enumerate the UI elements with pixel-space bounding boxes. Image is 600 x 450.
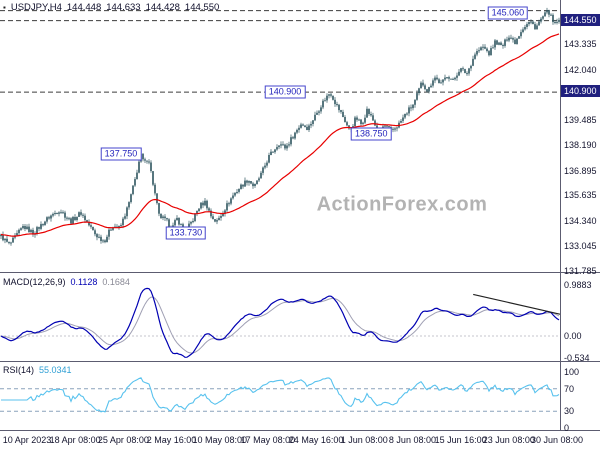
rsi-level-lines (0, 388, 560, 412)
macd-signal-value: 0.1684 (102, 277, 130, 287)
price-tick-label: 136.895 (564, 165, 597, 176)
macd-name: MACD(12,26,9) (3, 277, 66, 287)
symbol-label: USDJPY,H4 (10, 2, 62, 13)
chart-title: ▪ USDJPY,H4 144.448 144.633 144.428 144.… (3, 2, 219, 13)
price-tick-label: 142.040 (564, 64, 597, 75)
rsi-indicator-label: RSI(14) 55.0341 (3, 365, 72, 375)
macd-axis-label: 0.9883 (564, 279, 592, 290)
ohlc-low: 144.428 (145, 2, 180, 13)
rsi-axis-label: 70 (564, 383, 575, 394)
macd-trendline[interactable] (473, 293, 560, 315)
price-axis[interactable]: 143.335 142.040 139.485 138.190 136.895 135.6… (561, 0, 600, 433)
macd-value: 0.1128 (70, 277, 98, 287)
time-label: 1 Jun 08:00 (340, 435, 388, 445)
time-label: 24 May 16:00 (288, 435, 344, 445)
time-label: 23 Jun 08:00 (482, 435, 535, 445)
ma-line (0, 33, 560, 237)
watermark: ActionForex.com (316, 193, 488, 216)
time-label: 25 Apr 08:00 (97, 435, 149, 445)
rsi-axis-label: 0 (564, 423, 570, 433)
price-tick-label: 131.785 (564, 265, 597, 276)
price-tick-label: 135.635 (564, 190, 597, 201)
ohlc-open: 144.448 (66, 2, 102, 13)
rsi-name: RSI(14) (3, 365, 35, 375)
annotations-layer: 145.060 140.900 138.750 137.750 133.730 (100, 6, 529, 240)
ohlc-high: 144.633 (106, 2, 141, 13)
rsi-axis-label: 30 (564, 406, 575, 417)
price-tick-label: 134.340 (564, 215, 597, 226)
candles (0, 7, 560, 246)
price-annotation: 138.750 (350, 127, 392, 141)
chart-marker-icon: ▪ (3, 3, 6, 12)
rsi-value: 55.0341 (39, 365, 72, 375)
price-tick-label: 139.485 (564, 114, 597, 125)
price-annotation: 140.900 (264, 85, 306, 99)
macd-indicator-label: MACD(12,26,9) 0.1128 0.1684 (3, 277, 130, 287)
price-level-label: 140.900 (561, 85, 600, 98)
macd-signal-line (0, 296, 560, 354)
macd-axis-label: 0.00 (564, 331, 582, 341)
time-label: 15 Jun 16:00 (434, 435, 487, 445)
price-annotation: 133.730 (165, 226, 207, 240)
price-annotation: 137.750 (100, 147, 142, 161)
time-label: 2 May 16:00 (146, 435, 197, 445)
macd-axis-label: -0.534 (564, 353, 590, 363)
time-label: 17 May 08:00 (240, 435, 296, 445)
macd-line (0, 287, 560, 358)
rsi-line (1, 377, 560, 413)
price-level-label: 144.550 (561, 13, 600, 26)
time-label: 10 Apr 2023 (2, 435, 52, 445)
time-label: 18 Apr 08:00 (49, 435, 101, 445)
ohlc-close: 144.550 (184, 2, 220, 13)
time-axis: 10 Apr 2023 18 Apr 08:00 25 Apr 08:00 2 May… (0, 434, 600, 448)
time-label: 10 May 08:00 (192, 435, 247, 445)
rsi-axis-label: 100 (564, 367, 580, 377)
panel-borders (0, 0, 600, 431)
price-tick-label: 143.335 (564, 39, 597, 50)
time-label: 8 Jun 08:00 (388, 435, 436, 445)
price-tick-label: 138.190 (564, 140, 597, 151)
time-label: 30 Jun 08:00 (530, 435, 584, 445)
price-tick-label: 133.045 (564, 241, 597, 252)
price-annotation: 145.060 (487, 6, 529, 20)
